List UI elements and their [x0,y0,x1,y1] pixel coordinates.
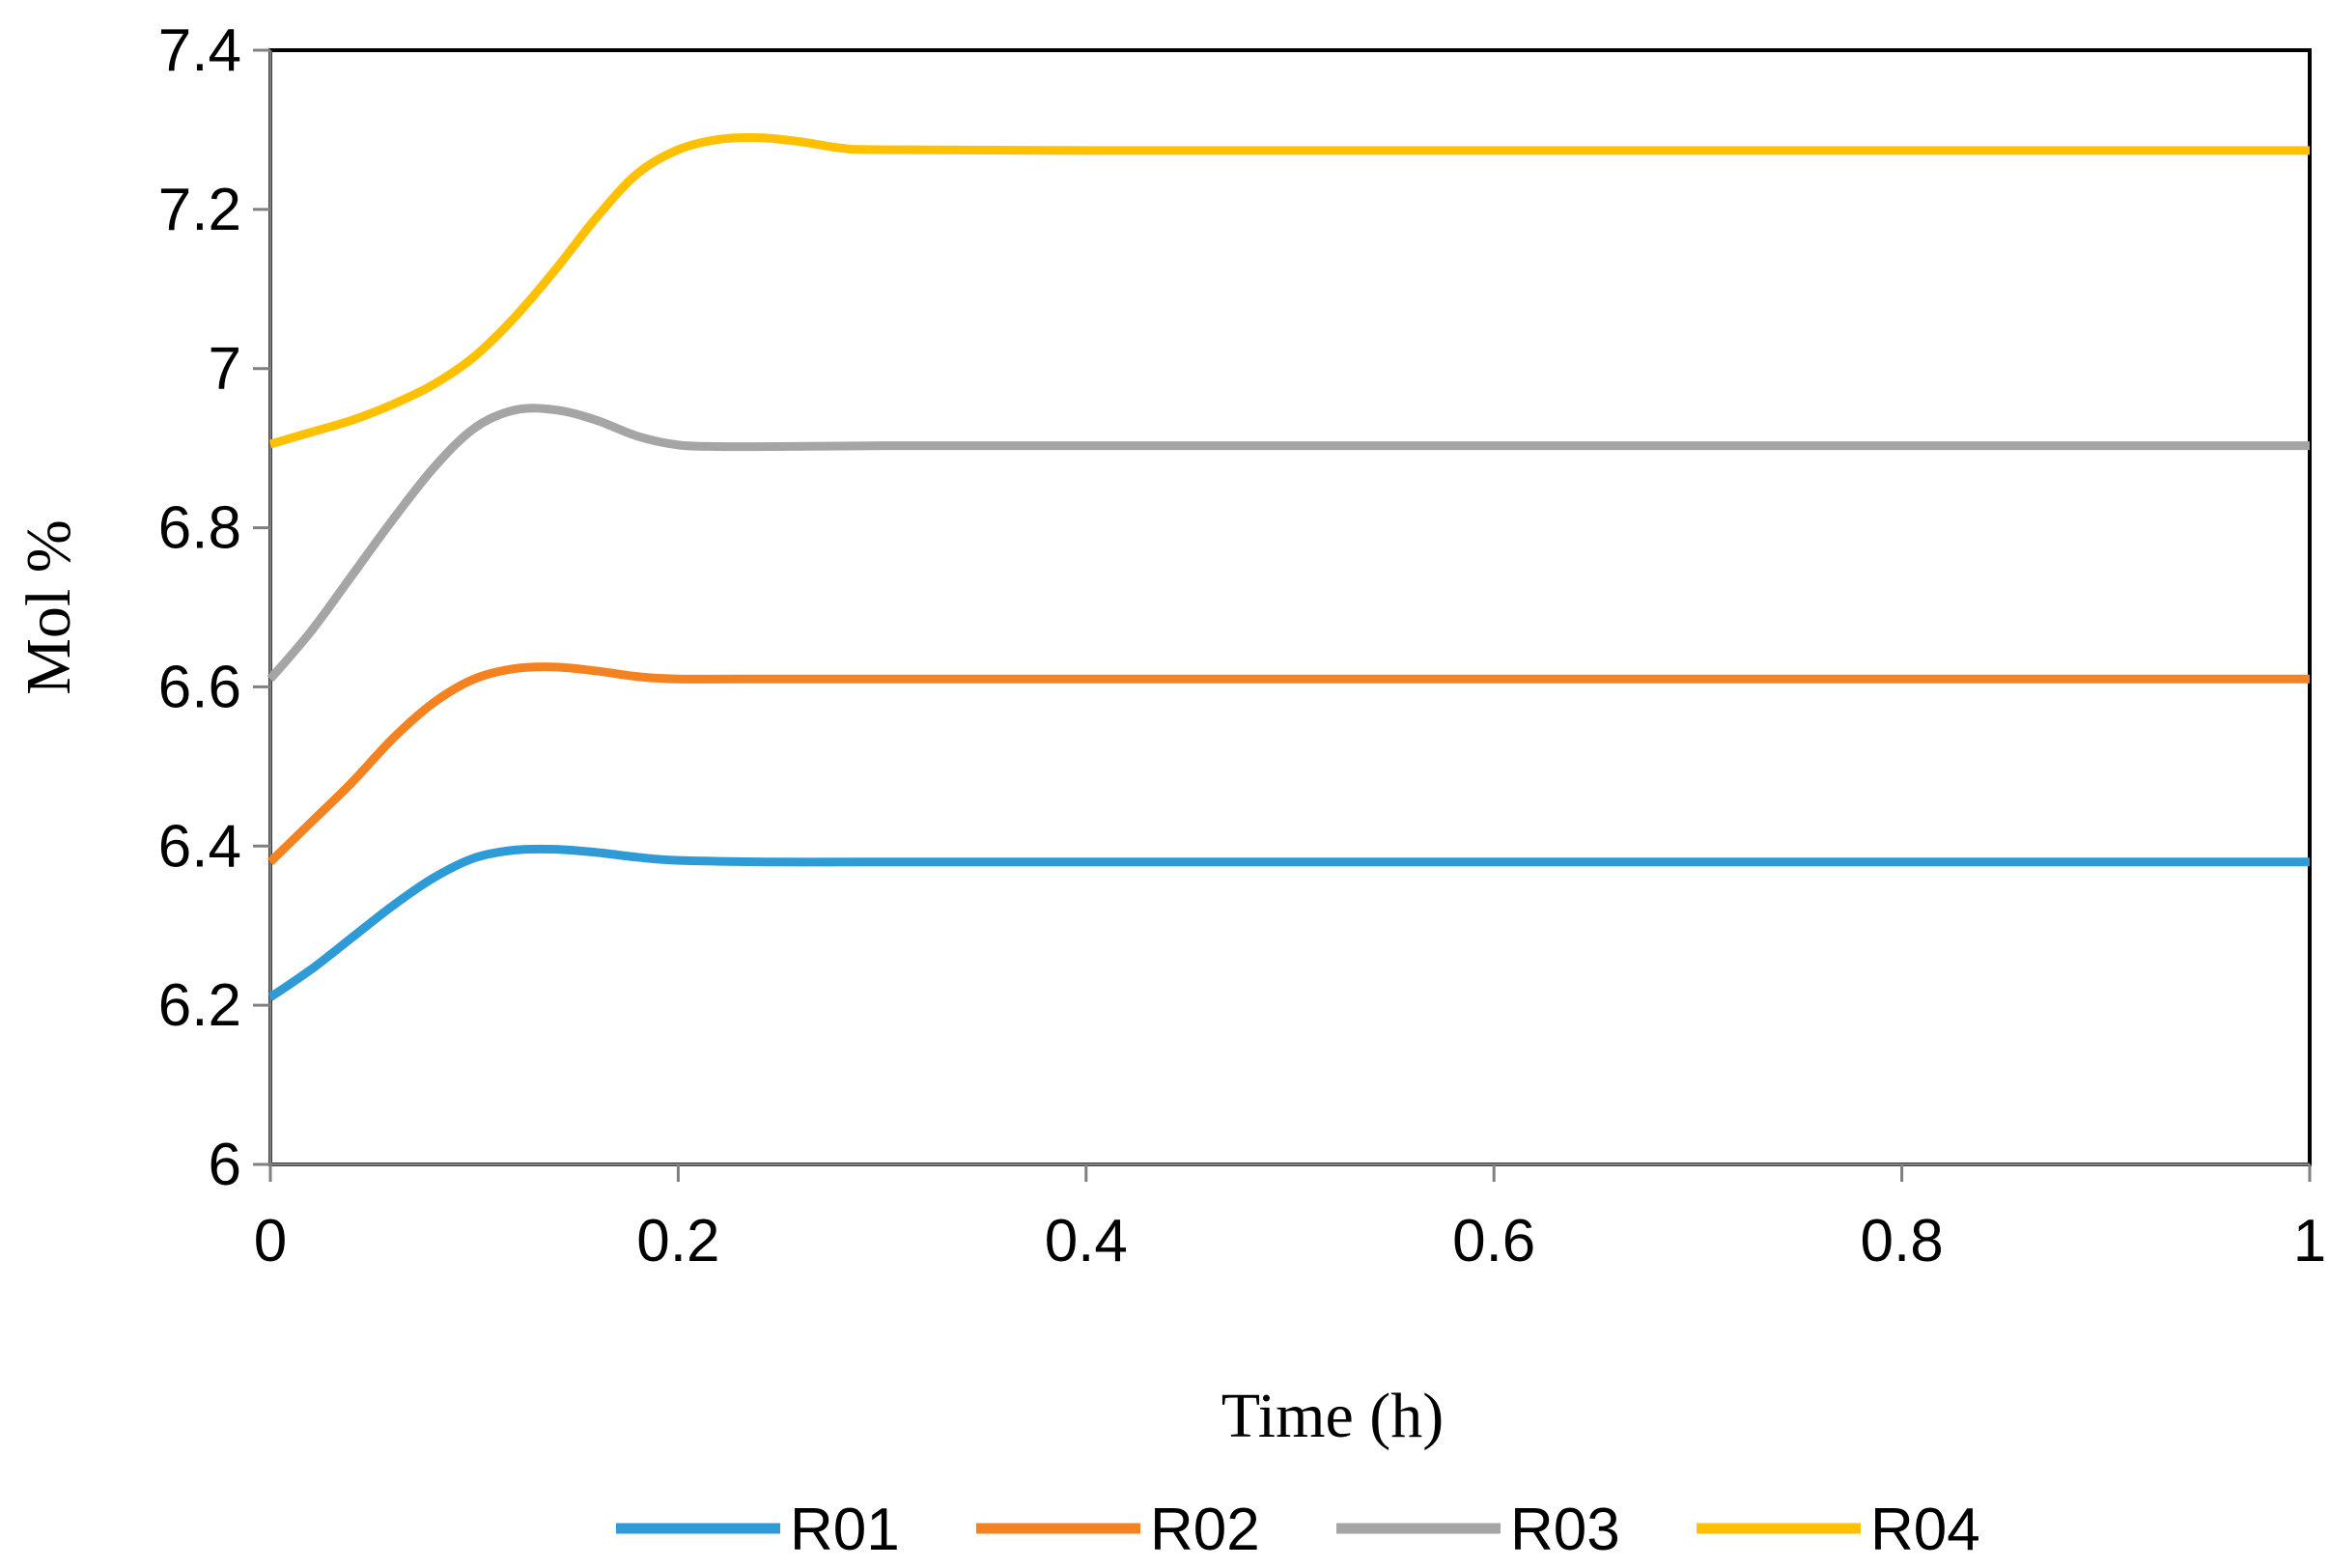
series-lines [267,132,2310,1001]
x-tick-label: 0.6 [1452,1208,1535,1274]
y-tick-label: 6.2 [158,972,241,1039]
legend-label-r02: R02 [1150,1497,1260,1563]
x-tick-label: 0.8 [1860,1208,1943,1274]
legend-label-r04: R04 [1870,1497,1980,1563]
y-tick-label: 6.4 [158,813,241,880]
series-line-r03 [267,404,2310,683]
x-axis: 0 0.2 0.4 0.6 0.8 1 [254,1162,2326,1274]
plot-frame [268,48,2312,1166]
y-tick-label: 7.2 [158,177,241,243]
x-axis-title: Time (h) [1221,1381,1444,1451]
x-tick-label: 1 [2293,1208,2326,1274]
series-line-r02 [267,662,2310,865]
series-line-r04 [268,132,2310,449]
x-tick-label: 0.4 [1045,1208,1128,1274]
y-tick-label: 6.8 [158,495,241,562]
y-tick-label: 7 [209,336,241,403]
y-tick-label: 7.4 [158,17,241,84]
y-axis: 6 6.2 6.4 6.6 6.8 7 7.2 7.4 [158,17,272,1198]
y-tick-label: 6.6 [158,654,241,720]
legend: R01 R02 R03 R04 [616,1497,1980,1563]
legend-label-r03: R03 [1510,1497,1620,1563]
y-tick-label: 6 [209,1132,241,1198]
series-line-r01 [267,844,2310,1001]
x-tick-label: 0 [254,1208,287,1274]
y-axis-title: Mol % [14,519,84,695]
x-tick-label: 0.2 [636,1208,719,1274]
legend-label-r01: R01 [790,1497,900,1563]
